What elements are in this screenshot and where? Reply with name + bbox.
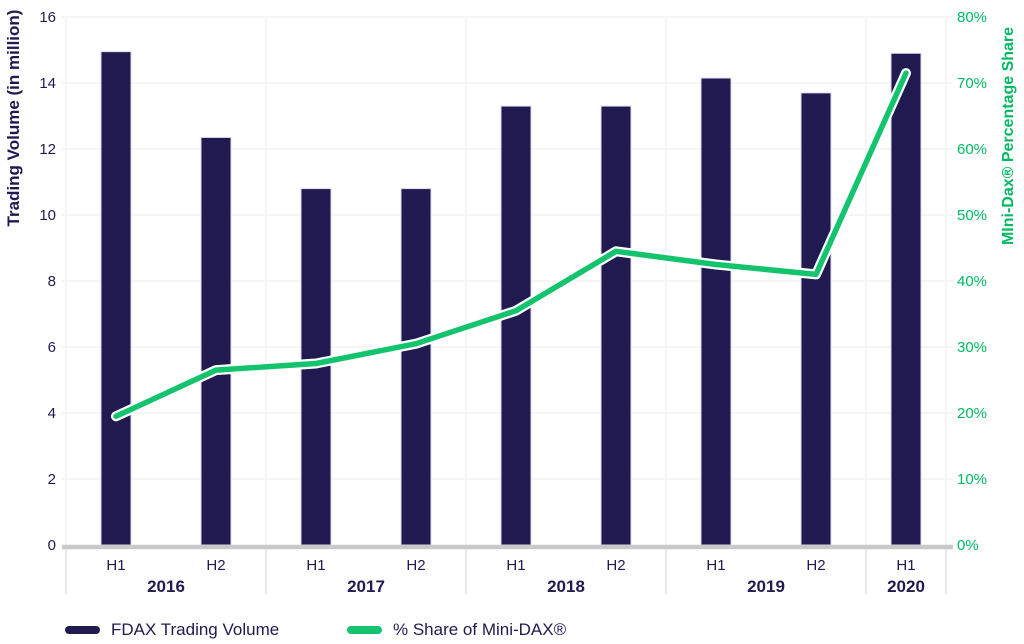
year-label: 2019 [747,577,785,596]
left-axis-tick-label: 8 [48,273,56,290]
half-year-label: H1 [306,557,325,574]
half-year-label: H1 [896,557,915,574]
share-line [113,70,909,420]
legend-swatch-volume [65,626,100,634]
half-year-label: H1 [106,557,125,574]
half-year-label: H2 [806,557,825,574]
volume-bar [400,188,432,546]
left-axis-tick-label: 12 [39,141,56,158]
left-axis-tick-label: 4 [48,405,56,422]
left-axis-tick-label: 6 [48,339,56,356]
legend-item-share[interactable]: % Share of Mini-DAX® [347,619,566,641]
right-axis-tick-label: 30% [957,339,987,356]
half-year-label: H2 [606,557,625,574]
year-label: 2016 [147,577,185,596]
right-axis-tick-label: 10% [957,471,987,488]
left-axis-tick-label: 2 [48,471,56,488]
left-axis-tick-label: 10 [39,207,56,224]
right-axis-tick-label: 40% [957,273,987,290]
year-label: 2020 [887,577,925,596]
right-axis-tick-label: 50% [957,207,987,224]
right-axis-tick-label: 20% [957,405,987,422]
right-axis-tick-label: 0% [957,537,979,554]
half-year-label: H1 [506,557,525,574]
left-axis-tick-label: 14 [39,75,56,92]
right-axis-title: MIni-Dax® Percentage Share [1000,26,1017,246]
volume-bar [500,105,532,546]
volume-bar [200,136,232,546]
left-axis-tick-label: 0 [48,537,56,554]
volume-bar [100,51,132,546]
volume-bar [600,105,632,546]
right-axis-tick-label: 60% [957,141,987,158]
right-axis-tick-label: 70% [957,75,987,92]
volume-bar [800,92,832,546]
legend-label-share: % Share of Mini-DAX® [393,620,567,639]
year-label: 2017 [347,577,385,596]
half-year-label: H2 [206,557,225,574]
half-year-label: H2 [406,557,425,574]
legend-item-volume[interactable]: FDAX Trading Volume [65,619,279,641]
volume-bar [890,52,922,546]
right-axis-tick-label: 80% [957,9,987,26]
left-axis-tick-label: 16 [39,9,56,26]
half-year-label: H1 [706,557,725,574]
volume-bar [700,77,732,546]
left-axis-title: Trading Volume (in million) [4,9,23,227]
legend-swatch-share [347,626,382,634]
year-label: 2018 [547,577,585,596]
legend-label-volume: FDAX Trading Volume [111,620,280,639]
